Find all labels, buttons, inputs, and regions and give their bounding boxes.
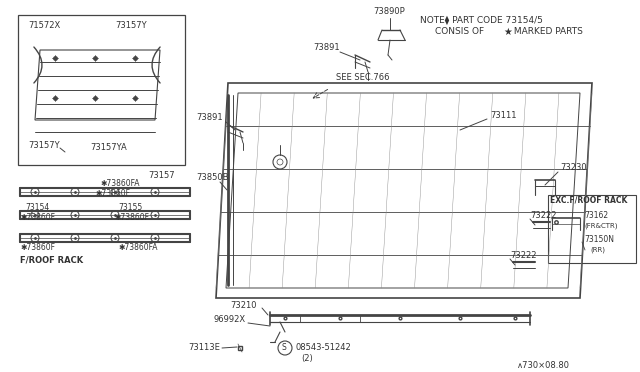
- Text: 73850B: 73850B: [196, 173, 228, 183]
- Text: 73222: 73222: [510, 250, 536, 260]
- Text: 73891: 73891: [196, 113, 223, 122]
- Text: ★: ★: [503, 27, 512, 37]
- Text: 73162: 73162: [584, 212, 608, 221]
- Text: 73150N: 73150N: [584, 235, 614, 244]
- Text: 73157Y: 73157Y: [115, 20, 147, 29]
- Text: 73155: 73155: [118, 202, 142, 212]
- Bar: [18, 15, 185, 165]
- Text: 73890P: 73890P: [373, 7, 404, 16]
- Text: MARKED PARTS: MARKED PARTS: [511, 28, 583, 36]
- Text: (2): (2): [301, 353, 313, 362]
- Text: NOTE⧫ PART CODE 73154/5: NOTE⧫ PART CODE 73154/5: [420, 15, 543, 25]
- Text: ✱73860FA: ✱73860FA: [118, 244, 157, 253]
- Text: 73230: 73230: [560, 164, 587, 173]
- Text: 73111: 73111: [490, 110, 516, 119]
- Text: ✱73860F: ✱73860F: [20, 214, 55, 222]
- Text: 73157: 73157: [148, 170, 175, 180]
- Text: 73157YA: 73157YA: [90, 144, 127, 153]
- Text: 73113E: 73113E: [188, 343, 220, 353]
- Text: (FR&CTR): (FR&CTR): [584, 223, 618, 229]
- Text: ✱73860F: ✱73860F: [114, 214, 149, 222]
- Bar: [548, 195, 636, 263]
- Text: ✱73860FA: ✱73860FA: [100, 179, 140, 187]
- Text: S: S: [282, 343, 286, 353]
- Text: (RR): (RR): [590, 247, 605, 253]
- Text: 73157Y: 73157Y: [28, 141, 60, 150]
- Text: ∧730×08.80: ∧730×08.80: [517, 360, 570, 369]
- Text: EXC.F/ROOF RACK: EXC.F/ROOF RACK: [550, 196, 627, 205]
- Text: ✱73860F: ✱73860F: [20, 244, 55, 253]
- Bar: [300, 315, 360, 322]
- Text: 71572X: 71572X: [28, 20, 60, 29]
- Text: ✱73860F: ✱73860F: [95, 189, 130, 199]
- Text: 73210: 73210: [230, 301, 257, 310]
- Text: 73222: 73222: [530, 211, 557, 219]
- Text: 73891: 73891: [313, 44, 340, 52]
- Text: F/ROOF RACK: F/ROOF RACK: [20, 256, 83, 264]
- Text: 73154: 73154: [25, 202, 49, 212]
- Text: SEE SEC.766: SEE SEC.766: [336, 74, 390, 83]
- Text: 08543-51242: 08543-51242: [295, 343, 351, 353]
- Text: CONSIS OF: CONSIS OF: [435, 28, 487, 36]
- Text: 96992X: 96992X: [214, 315, 246, 324]
